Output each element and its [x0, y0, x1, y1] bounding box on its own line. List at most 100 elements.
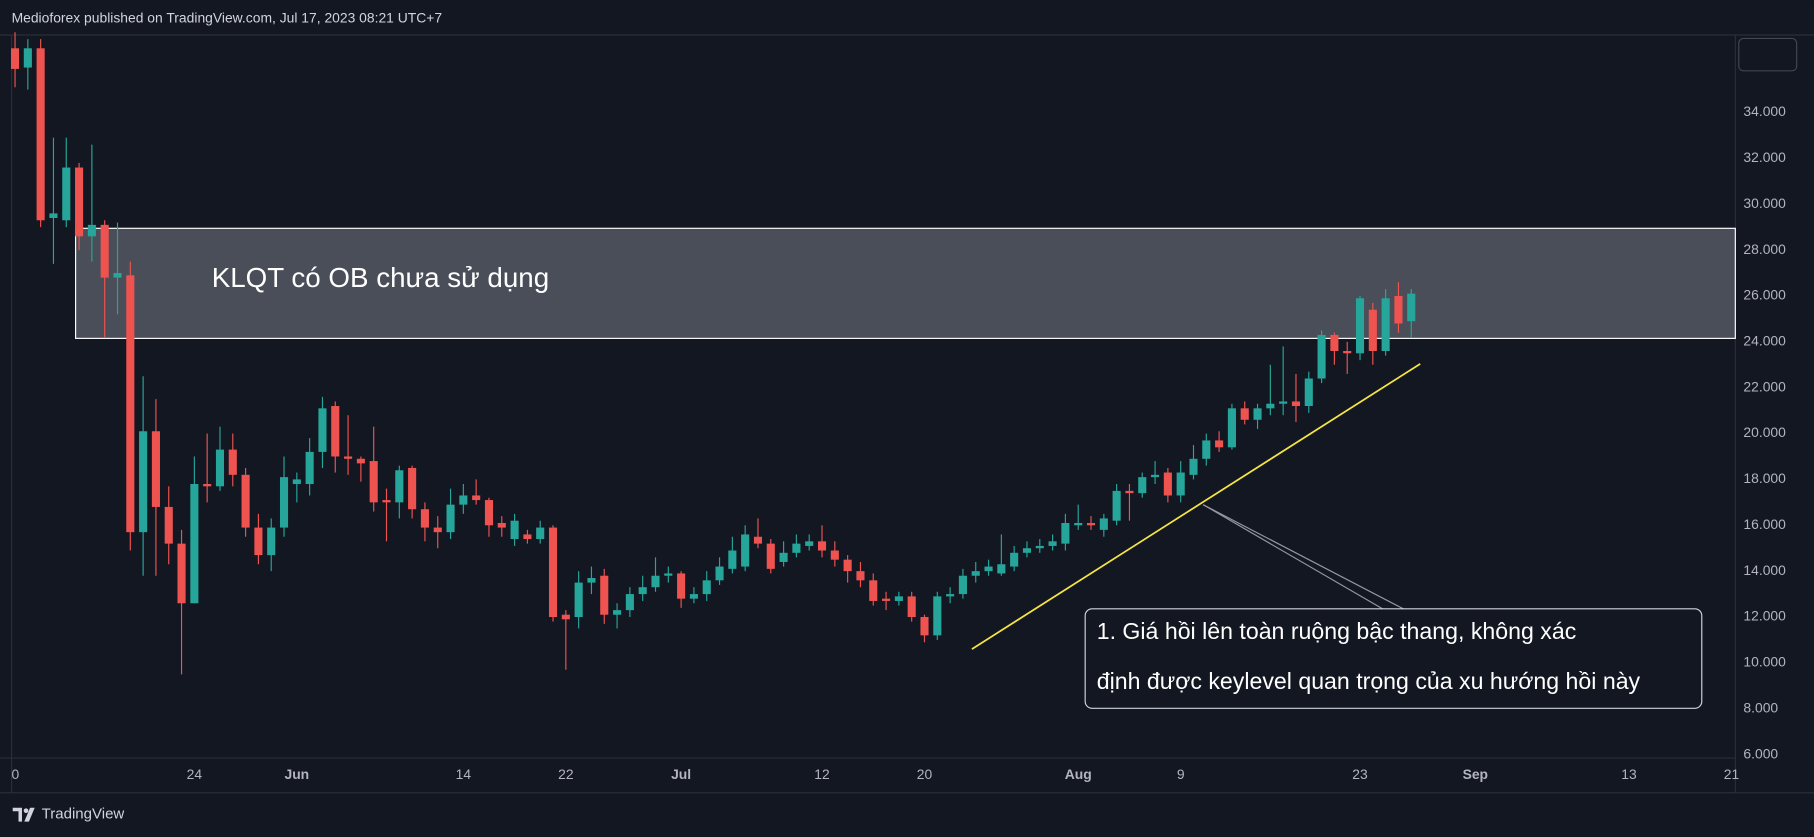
candle-body: [1035, 545, 1044, 549]
candle-body: [702, 580, 711, 595]
candle-body: [292, 479, 301, 485]
logo-part: [24, 807, 35, 822]
y-tick-label: 26.000: [1743, 287, 1786, 303]
candle-body: [446, 504, 455, 533]
candle-body: [126, 275, 135, 533]
candle-body: [958, 575, 967, 595]
candle-body: [10, 48, 20, 69]
candle-body: [408, 467, 417, 510]
candle-body: [651, 575, 660, 588]
callout-text: định được keylevel quan trọng của xu hướ…: [1097, 668, 1641, 694]
candle-body: [1240, 408, 1249, 420]
y-tick-label: 34.000: [1743, 103, 1786, 119]
candle-body: [1266, 403, 1275, 409]
candle-body: [933, 596, 942, 636]
zone-label: KLQT có OB chưa sử dụng: [212, 262, 549, 293]
candle-body: [87, 224, 96, 237]
y-tick-label: 32.000: [1743, 149, 1786, 165]
candle-body: [395, 470, 404, 503]
candle-body: [805, 541, 814, 546]
candle-body: [1291, 401, 1301, 407]
x-tick-label: 22: [558, 766, 574, 782]
candle-body: [1304, 378, 1313, 407]
candle-body: [1061, 522, 1070, 544]
candle-body: [1355, 298, 1365, 354]
candle-body: [49, 213, 58, 218]
candle-body: [984, 566, 993, 572]
candle-body: [1407, 293, 1416, 322]
candle-body: [1086, 522, 1096, 526]
candle-body: [741, 534, 750, 567]
candle-body: [587, 578, 596, 583]
y-tick-label: 10.000: [1743, 654, 1786, 670]
footer-brand: TradingView: [42, 806, 125, 823]
candle-body: [1112, 490, 1121, 521]
price-scale-button[interactable]: [1738, 37, 1798, 72]
candle-body: [1202, 440, 1211, 459]
candle-body: [613, 610, 622, 615]
candle-body: [894, 596, 903, 601]
candle-body: [344, 456, 353, 459]
y-tick-label: 20.000: [1743, 424, 1786, 440]
candle-body: [318, 408, 327, 452]
candle-body: [869, 580, 878, 601]
candle-body: [1279, 401, 1288, 404]
x-tick-label: Jul: [671, 766, 691, 782]
candle-body: [331, 406, 340, 457]
candle-body: [523, 534, 532, 540]
logo-part: [12, 807, 22, 822]
candle-body: [792, 543, 801, 553]
candle-body: [997, 564, 1006, 574]
y-tick-label: 30.000: [1743, 195, 1786, 211]
candle-body: [677, 573, 686, 599]
candle-body: [420, 509, 429, 528]
y-tick-label: 18.000: [1743, 470, 1786, 486]
candle-body: [1253, 408, 1262, 420]
candle-body: [1215, 440, 1224, 448]
x-tick-label: Aug: [1065, 766, 1092, 782]
candle-body: [254, 527, 263, 556]
candle-body: [779, 552, 788, 562]
zone: [75, 227, 1736, 339]
candle-body: [1343, 350, 1352, 354]
header: Medioforex published on TradingView.com,…: [12, 9, 443, 25]
candle-body: [1022, 548, 1032, 553]
x-tick-label: Jun: [284, 766, 309, 782]
candle-body: [151, 431, 160, 507]
candle-body: [600, 575, 609, 615]
trendline: [971, 363, 1421, 650]
candle-body: [100, 224, 109, 278]
candle-body: [1381, 298, 1390, 351]
candle-body: [75, 167, 84, 237]
candle-body: [241, 474, 250, 528]
candle-body: [817, 541, 827, 551]
logo-part: [23, 808, 29, 813]
candle-body: [1074, 522, 1083, 526]
y-tick-label: 16.000: [1743, 516, 1786, 532]
candle-body: [728, 550, 737, 569]
candle-body: [1368, 309, 1377, 351]
candle-body: [882, 598, 891, 601]
plot-area: KLQT có OB chưa sử dụng: [10, 32, 1736, 675]
candle-body: [228, 449, 237, 475]
candle-body: [1099, 518, 1108, 530]
candle-body: [113, 273, 122, 278]
x-tick-label: 12: [814, 766, 830, 782]
candle-body: [715, 566, 724, 581]
annotations: 1. Giá hồi lên toàn ruộng bậc thang, khô…: [1084, 504, 1703, 709]
candle-body: [472, 495, 481, 501]
y-tick-label: 24.000: [1743, 332, 1786, 348]
callout-box: [1084, 608, 1703, 709]
candle-body: [1394, 295, 1403, 324]
candle-body: [1330, 334, 1339, 351]
candle-body: [164, 506, 173, 544]
candle-body: [946, 594, 955, 597]
x-tick-label: 9: [1177, 766, 1185, 782]
candle-body: [139, 431, 148, 533]
candle-body: [574, 582, 583, 618]
candle-body: [23, 48, 32, 68]
x-tick-label: 14: [456, 766, 472, 782]
candle-body: [971, 571, 980, 576]
